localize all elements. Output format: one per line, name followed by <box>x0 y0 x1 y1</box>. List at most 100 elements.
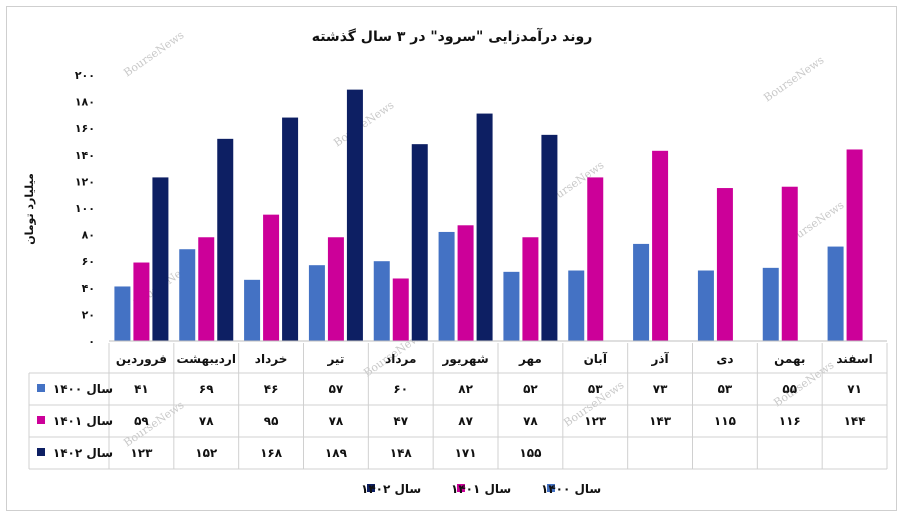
category-label: اسفند <box>836 352 872 366</box>
bar-3-7 <box>541 134 558 341</box>
category-label: مهر <box>518 352 542 366</box>
y-tick-label: ۰ <box>88 335 95 348</box>
table-cell: ۴۷ <box>393 414 408 428</box>
table-cell: ۱۲۳ <box>130 446 153 460</box>
y-tick-label: ۱۰۰ <box>75 202 95 215</box>
y-tick-label: ۱۲۰ <box>75 175 95 188</box>
chart-title: روند درآمدزایی "سرود" در ۳ سال گذشته <box>312 27 593 45</box>
watermark-text: BourseNews <box>761 53 826 104</box>
bar-1-7 <box>503 271 520 341</box>
bar-2-5 <box>392 278 409 341</box>
table-cell: ۱۷۱ <box>455 446 477 460</box>
category-label: آذر <box>650 351 669 366</box>
category-label: اردیبهشت <box>177 352 236 366</box>
y-tick-label: ۶۰ <box>82 255 95 268</box>
legend-swatch <box>367 484 375 492</box>
table-cell: ۵۹ <box>134 414 149 428</box>
bar-1-3 <box>244 279 261 341</box>
table-cell: ۶۰ <box>393 382 408 396</box>
bar-1-12 <box>827 246 844 341</box>
table-cell: ۷۸ <box>329 414 344 428</box>
category-label: بهمن <box>774 352 805 366</box>
table-cell: ۸۷ <box>458 414 473 428</box>
table-row-swatch <box>37 384 45 392</box>
category-label: مرداد <box>385 352 416 366</box>
bar-3-2 <box>217 138 234 341</box>
bar-1-11 <box>762 267 779 341</box>
chart-svg: BourseNews BourseNews BourseNews BourseNews… <box>23 27 888 496</box>
chart-frame: BourseNews BourseNews BourseNews BourseNews… <box>6 6 897 511</box>
category-label: آبان <box>584 351 608 366</box>
table-cell: ۹۵ <box>264 414 279 428</box>
table-cell: ۱۱۶ <box>779 414 801 428</box>
bar-2-2 <box>198 237 215 341</box>
table-cell: ۵۳ <box>718 382 733 396</box>
bar-2-7 <box>522 237 539 341</box>
legend-swatch <box>547 484 555 492</box>
table-cell: ۱۵۲ <box>195 446 218 460</box>
category-label: شهریور <box>442 352 489 367</box>
bar-2-3 <box>263 214 280 341</box>
legend-label: سال ۱۴۰۲ <box>361 482 421 496</box>
table-cell: ۸۲ <box>458 382 473 396</box>
bar-3-4 <box>346 89 363 341</box>
watermark-text: BourseNews <box>331 98 396 149</box>
table-cell: ۵۵ <box>782 382 797 396</box>
table-row-label: سال ۱۴۰۲ <box>53 446 113 460</box>
legend-swatch <box>457 484 465 492</box>
table-cell: ۷۱ <box>847 382 862 396</box>
bar-3-3 <box>282 117 299 341</box>
bar-2-4 <box>327 237 344 341</box>
table-cell: ۱۶۸ <box>260 446 283 460</box>
table-cell: ۷۸ <box>199 414 214 428</box>
bar-2-9 <box>652 150 669 341</box>
bar-1-1 <box>114 286 131 341</box>
y-tick-label: ۱۴۰ <box>75 149 95 162</box>
bar-2-1 <box>133 262 150 341</box>
table-cell: ۶۹ <box>199 382 214 396</box>
table-row-label: سال ۱۴۰۱ <box>53 414 113 428</box>
bar-1-8 <box>568 270 585 341</box>
table-cell: ۱۲۳ <box>584 414 607 428</box>
category-label: فروردین <box>116 352 167 367</box>
bar-1-9 <box>633 243 650 341</box>
table-cell: ۴۱ <box>134 382 149 396</box>
table-cell: ۱۸۹ <box>325 446 348 460</box>
watermark-text: BourseNews <box>121 28 186 79</box>
table-cell: ۱۴۸ <box>390 446 413 460</box>
bar-2-11 <box>781 186 798 341</box>
table-cell: ۵۷ <box>329 382 344 396</box>
table-row-swatch <box>37 416 45 424</box>
bar-1-10 <box>697 270 714 341</box>
bar-3-1 <box>152 177 169 341</box>
legend-label: سال ۱۴۰۱ <box>451 482 511 496</box>
legend-label: سال ۱۴۰۰ <box>541 482 601 496</box>
bar-1-5 <box>373 261 390 341</box>
bar-1-4 <box>308 265 325 341</box>
bar-1-6 <box>438 231 455 341</box>
category-label: دی <box>716 352 733 366</box>
bar-2-8 <box>587 177 604 341</box>
table-row-label: سال ۱۴۰۰ <box>53 382 113 396</box>
y-tick-label: ۴۰ <box>82 282 95 295</box>
table-cell: ۷۸ <box>523 414 538 428</box>
bar-3-5 <box>411 144 428 341</box>
y-tick-label: ۲۰۰ <box>75 69 95 82</box>
y-tick-label: ۲۰ <box>82 308 95 321</box>
table-cell: ۵۲ <box>523 382 538 396</box>
table-cell: ۴۶ <box>264 382 279 396</box>
bar-3-6 <box>476 113 493 341</box>
y-axis-label: میلیارد تومان <box>23 173 36 245</box>
bar-2-12 <box>846 149 863 341</box>
y-tick-label: ۸۰ <box>82 229 95 242</box>
bar-1-2 <box>179 249 196 341</box>
category-label: خرداد <box>255 352 288 366</box>
watermark-text: BourseNews <box>121 398 186 449</box>
table-cell: ۱۴۳ <box>649 414 672 428</box>
table-cell: ۵۳ <box>588 382 603 396</box>
table-cell: ۱۱۵ <box>714 414 736 428</box>
category-label: تیر <box>326 352 344 366</box>
table-row-swatch <box>37 448 45 456</box>
bar-2-6 <box>457 225 474 341</box>
y-tick-label: ۱۸۰ <box>75 96 95 109</box>
